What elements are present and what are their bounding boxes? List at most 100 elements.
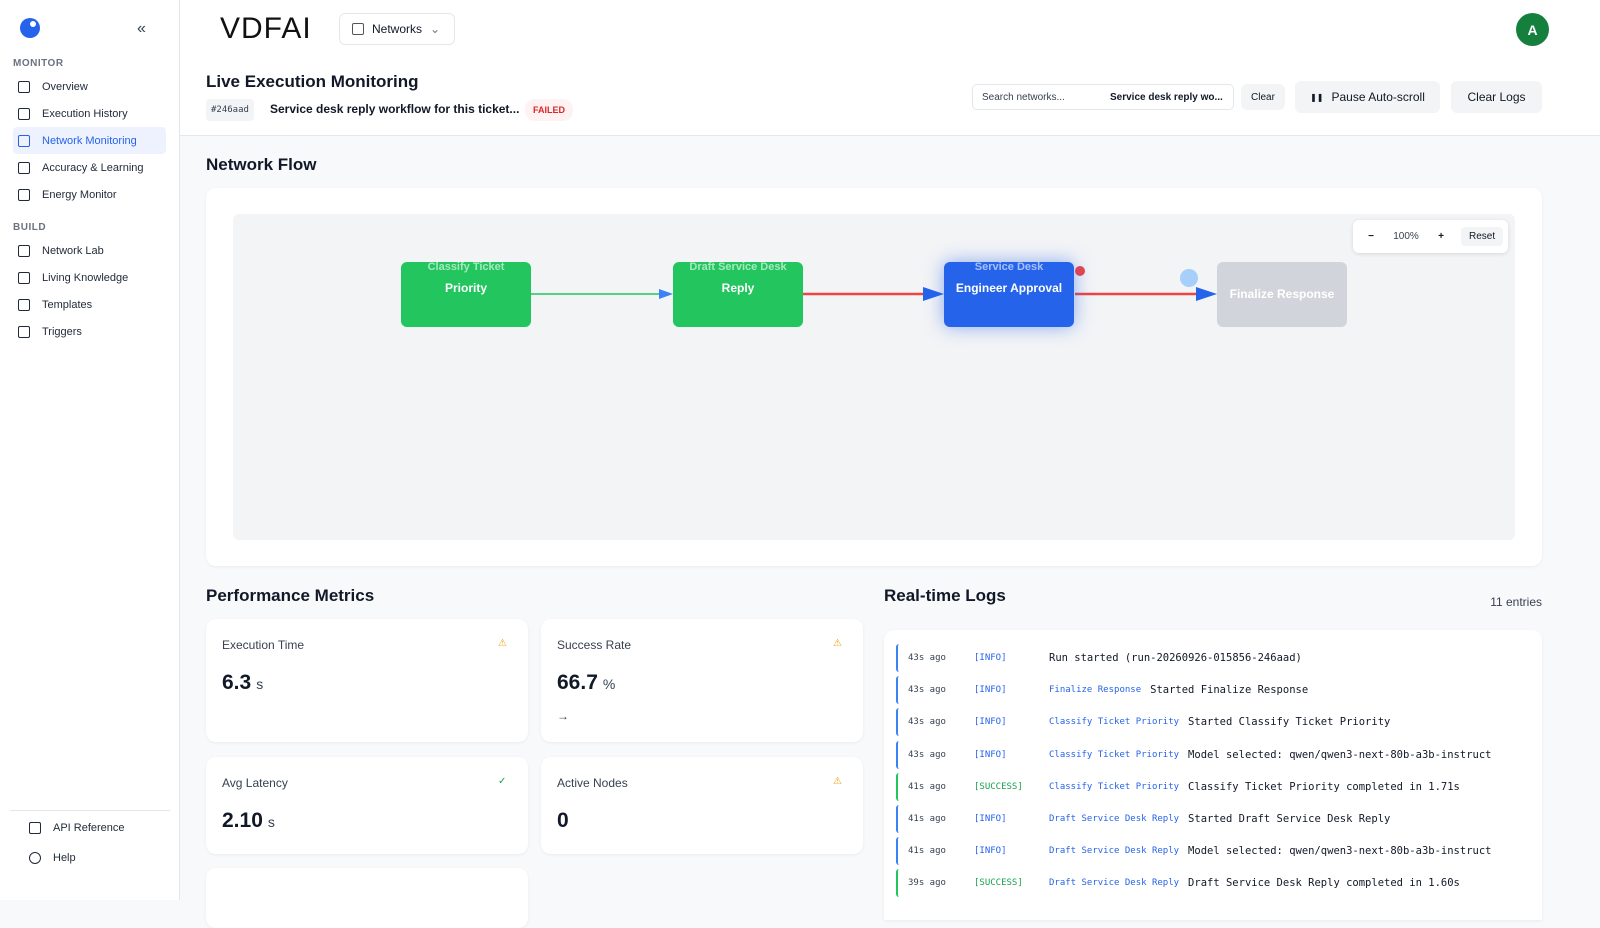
nav-footer: API Reference Help xyxy=(10,810,170,873)
log-message: Started Draft Service Desk Reply xyxy=(1188,813,1391,825)
clear-logs-button[interactable]: Clear Logs xyxy=(1451,81,1542,113)
metric-label: Execution Time xyxy=(222,638,305,652)
flow-card: − 100% + Reset Classify Ticket Priority Dr… xyxy=(206,188,1542,566)
nav-item[interactable]: Execution History xyxy=(13,100,166,127)
search-placeholder: Search networks... xyxy=(982,91,1065,103)
reset-button[interactable]: Reset xyxy=(1461,227,1504,246)
label: Overview xyxy=(42,80,88,93)
log-time: 43s ago xyxy=(908,653,946,663)
log-entry: 39s ago [SUCCESS] Draft Service Desk Reply… xyxy=(896,869,1526,898)
log-time: 41s ago xyxy=(908,814,946,824)
metric-card: Execution Time ⚠ 6.3 s xyxy=(206,619,528,742)
label: Energy Monitor xyxy=(42,188,117,201)
nav-item[interactable]: Templates xyxy=(13,291,166,318)
log-level: [INFO] xyxy=(974,653,1007,663)
brand: VDFAI xyxy=(220,12,312,45)
flow-node[interactable]: Draft Service Desk Reply xyxy=(673,262,803,327)
metric-label: Success Rate xyxy=(557,638,632,652)
log-message: Model selected: qwen/qwen3-next-80b-a3b-… xyxy=(1188,845,1492,858)
metric-card: Success Rate ⚠ 66.7% → xyxy=(541,619,863,742)
log-entry: 41s ago [SUCCESS] Classify Ticket Priority… xyxy=(896,772,1526,801)
label: Network Lab xyxy=(42,244,104,257)
log-entry: 43s ago [INFO] Finalize Response Started Fi… xyxy=(896,676,1526,705)
icon xyxy=(18,161,30,174)
log-message: Classify Ticket Priority completed in 1.… xyxy=(1188,780,1460,793)
log-node: Draft Service Desk Reply xyxy=(1049,846,1180,857)
icon xyxy=(29,822,41,834)
log-level: [INFO] xyxy=(974,814,1007,824)
log-level: [INFO] xyxy=(974,717,1007,728)
log-time: 41s ago xyxy=(908,846,946,857)
metric-label: Active Nodes xyxy=(557,776,628,790)
node-label: Finalize Response xyxy=(1229,287,1335,301)
section-title: Real-time Logs xyxy=(884,586,1006,605)
log-node: Classify Ticket Priority xyxy=(1049,717,1180,728)
topbar: VDFAI Networks ⌄ A Live Execution Monitor… xyxy=(180,0,1600,136)
log-entry: 43s ago [INFO] Classify Ticket Priority Sta… xyxy=(896,708,1526,737)
nav-section: BUILD xyxy=(13,222,47,233)
icon xyxy=(18,134,30,147)
logo-icon xyxy=(20,18,40,38)
log-message: Draft Service Desk Reply completed in 1.… xyxy=(1188,877,1460,890)
label: Networks xyxy=(372,22,423,36)
metric-trend: → xyxy=(557,709,569,723)
log-level: [INFO] xyxy=(974,749,1007,760)
logs-panel: 43s ago [INFO] Run started (run-20260926-0… xyxy=(884,630,1542,920)
status-badge: FAILED xyxy=(525,99,574,121)
log-node: Draft Service Desk Reply xyxy=(1049,878,1180,889)
search[interactable]: Search networks... Service desk reply wo.… xyxy=(972,84,1234,110)
node-label-top: Draft Service Desk xyxy=(689,262,787,273)
flow-node[interactable]: Finalize Response xyxy=(1217,262,1347,327)
log-message: Started Finalize Response xyxy=(1150,684,1309,697)
search-value: Service desk reply wo... xyxy=(1110,91,1223,103)
avatar[interactable]: A xyxy=(1516,13,1549,46)
label: Templates xyxy=(42,298,93,311)
clear-button[interactable]: Clear xyxy=(1241,84,1285,110)
flow-node[interactable]: Classify Ticket Priority xyxy=(401,262,531,327)
icon xyxy=(18,244,30,257)
run-id: #246aad xyxy=(206,99,254,121)
label: Help xyxy=(53,852,76,864)
app: « MONITOR Overview Execution History Networ… xyxy=(10,0,1600,900)
metric-card: Avg Latency ✓ 2.10 s xyxy=(206,757,528,854)
node-label-top: Service Desk xyxy=(974,262,1044,273)
nav-item[interactable]: Overview xyxy=(13,73,166,100)
metric-card xyxy=(206,868,528,928)
node-label: Reply xyxy=(721,281,755,295)
section-title: Network Flow xyxy=(206,155,317,174)
node-label: Priority xyxy=(444,281,487,295)
nav-item[interactable]: Network Monitoring xyxy=(13,127,166,154)
nav-item[interactable]: Network Lab xyxy=(13,237,166,264)
value: 0 xyxy=(557,809,569,832)
log-level: [SUCCESS] xyxy=(974,781,1023,792)
log-time: 43s ago xyxy=(908,749,946,760)
log-level: [SUCCESS] xyxy=(974,878,1023,889)
run-description: Service desk reply workflow for this tic… xyxy=(270,102,520,116)
log-node: Draft Service Desk Reply xyxy=(1049,814,1180,824)
nav-item[interactable]: Help xyxy=(24,843,156,873)
networks-button[interactable]: Networks ⌄ xyxy=(339,13,455,45)
log-message: Started Classify Ticket Priority xyxy=(1188,716,1391,729)
nav-item[interactable]: API Reference xyxy=(24,813,156,843)
metric-value: 2.10 s xyxy=(222,809,275,833)
nav-item[interactable]: Accuracy & Learning xyxy=(13,154,166,181)
collapse[interactable]: « xyxy=(137,20,146,37)
nav-item[interactable]: Energy Monitor xyxy=(13,181,166,208)
icon xyxy=(18,325,30,338)
nav-item[interactable]: Triggers xyxy=(13,318,166,345)
zoom-in[interactable]: + xyxy=(1438,231,1444,242)
label: Living Knowledge xyxy=(42,271,129,284)
pause-button[interactable]: ❚❚ Pause Auto-scroll xyxy=(1295,81,1440,113)
icon xyxy=(29,852,41,864)
flow-node[interactable]: Service Desk Engineer Approval xyxy=(944,262,1074,327)
icon xyxy=(18,188,30,201)
log-time: 43s ago xyxy=(908,717,946,728)
edges xyxy=(531,266,1217,301)
metric-value: 0 xyxy=(557,809,569,833)
log-entry: 41s ago [INFO] Draft Service Desk Reply Mod… xyxy=(896,837,1526,866)
nav-item[interactable]: Living Knowledge xyxy=(13,264,166,291)
unit: s xyxy=(267,814,275,830)
zoom-out[interactable]: − xyxy=(1368,231,1374,242)
log-node: Classify Ticket Priority xyxy=(1049,781,1180,792)
icon xyxy=(18,80,30,93)
